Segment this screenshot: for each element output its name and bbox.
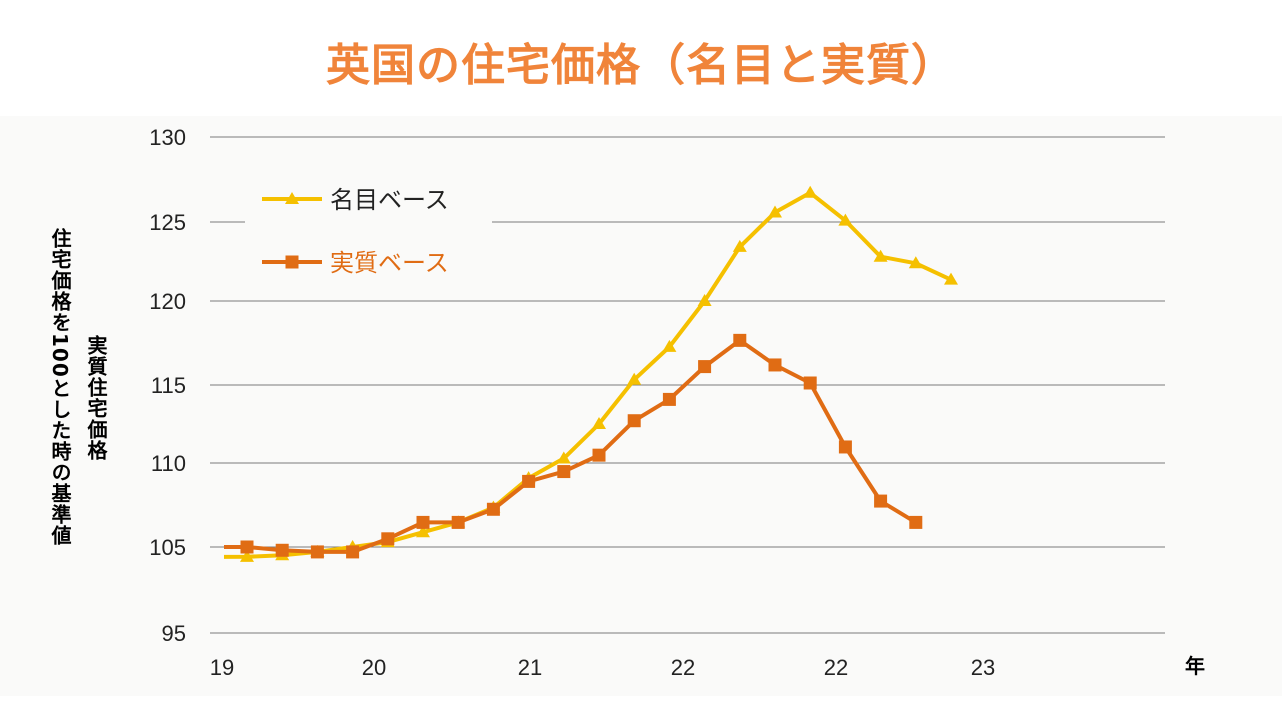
data-point-nominal [732,239,747,252]
y-tick-label: 95 [162,621,186,646]
data-point-nominal [838,213,853,226]
x-tick-label: 22 [824,655,848,680]
data-point-real [909,515,923,529]
x-axis-unit: 年 [1185,654,1205,678]
x-tick-label: 23 [971,655,995,680]
x-tick-label: 21 [518,655,542,680]
data-point-nominal [240,549,254,562]
y-tick-label: 110 [151,451,186,476]
data-point-nominal [944,272,958,285]
data-point-nominal [768,205,782,218]
series-line-real [224,338,917,554]
data-point-real [346,545,360,559]
x-tick-label: 20 [362,655,386,680]
data-point-real [557,465,571,479]
series-lines [223,190,952,559]
data-point-nominal [908,256,923,269]
data-point-nominal [697,294,712,306]
legend-label: 実質ベース [330,249,449,277]
data-point-nominal [803,185,818,198]
plot-background [0,116,1282,696]
data-point-real [451,515,465,529]
y-tick-labels: 130 125 120 115 110 105 95 [149,125,186,646]
data-point-nominal [627,372,642,385]
data-point-nominal [592,417,606,429]
y-axis-label-inner: 実質住宅価格 [84,335,108,461]
data-point-real [416,515,430,529]
data-point-real [733,333,747,347]
y-tick-label: 130 [149,125,186,150]
data-point-real [803,376,817,390]
y-tick-label: 125 [149,210,186,235]
y-tick-label: 115 [151,373,186,398]
y-tick-label: 105 [149,535,186,560]
data-point-real [486,502,500,516]
data-point-real [310,545,324,559]
series-line-nominal [223,190,952,559]
legend-label: 名目ベース [330,186,449,214]
data-point-real [592,448,606,462]
data-point-nominal [416,525,430,538]
x-tick-label: 22 [671,655,695,680]
data-point-real [768,358,782,372]
data-point-nominal [556,451,571,464]
legend-marker-triangle [285,192,299,204]
data-point-real [240,540,254,554]
data-point-real [275,543,289,557]
chart-title: 英国の住宅価格（名目と実質） [326,40,956,91]
data-point-real [522,474,536,488]
x-tick-labels: 19 20 21 22 22 23 [210,655,995,680]
data-point-real [662,392,676,406]
legend-marker-square [285,255,299,269]
x-tick-label: 19 [210,655,234,680]
data-point-nominal [873,249,888,262]
data-point-real [838,440,852,454]
series-markers [240,185,958,562]
data-point-real [698,360,712,374]
y-tick-label: 120 [149,289,186,314]
data-point-real [627,414,641,428]
data-point-real [874,494,888,508]
data-point-real [381,532,395,546]
data-point-nominal [662,339,677,352]
y-axis-label-outer: 住宅価格を100とした時の基準値 [48,228,72,546]
